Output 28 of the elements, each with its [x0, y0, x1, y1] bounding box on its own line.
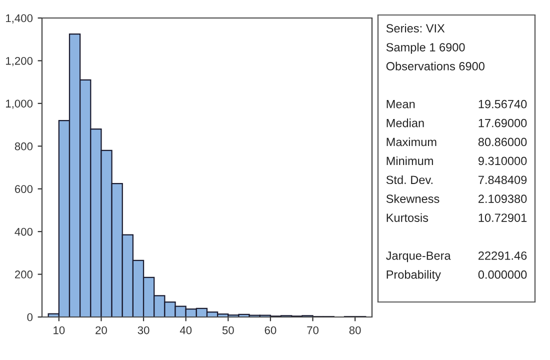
x-tick-label: 70 [307, 326, 319, 334]
y-tick-label: 1,200 [6, 56, 33, 66]
x-tick-label: 10 [54, 326, 65, 334]
text: Sample 1 6900 [386, 42, 465, 54]
text: Kurtosis 10.72901 [386, 213, 527, 222]
text: Maximum 80.86000 [386, 138, 527, 146]
text: Median 17.69000 [386, 118, 527, 128]
x-tick-label: 40 [180, 326, 192, 334]
text: Minimum 9.310000 [386, 156, 527, 166]
x-tick-label: 30 [138, 326, 150, 334]
y-tick-label: 1,000 [6, 100, 33, 109]
y-tick-label: 800 [14, 142, 33, 150]
text: Series: VIX [386, 24, 445, 33]
text: Probability 0.000000 [386, 270, 527, 282]
y-tick-label: 400 [14, 228, 33, 236]
text: Jarque-Bera 22291.46 [386, 251, 527, 262]
y-tick-label: 1,400 [6, 14, 33, 24]
y-tick-label: 200 [14, 270, 33, 278]
text: Observations 6900 [386, 62, 484, 70]
y-tick-label: 600 [15, 185, 33, 193]
text: Skewness 2.109380 [386, 194, 527, 203]
y-tick-label: 0 [27, 313, 33, 322]
x-tick-label: 60 [264, 326, 276, 334]
x-tick-label: 50 [222, 326, 234, 334]
x-tick-label: 80 [349, 326, 361, 334]
text: Mean 19.56740 [386, 100, 527, 108]
text: Std. Dev. 7.848409 [386, 175, 527, 184]
x-tick-label: 20 [96, 326, 107, 334]
